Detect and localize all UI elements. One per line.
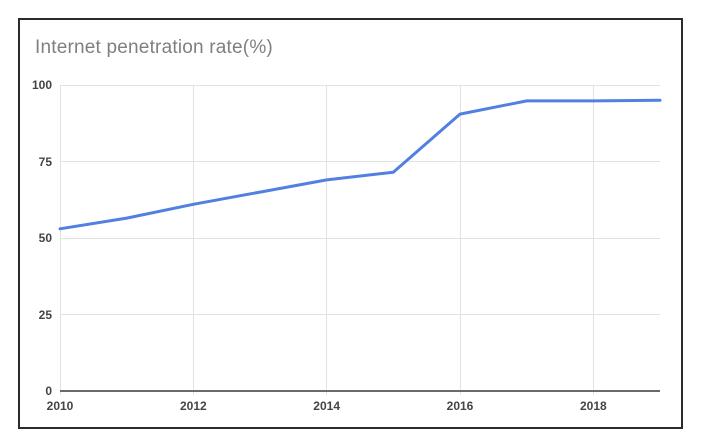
x-tick-label: 2018	[579, 399, 607, 413]
x-tick-label: 2014	[313, 399, 340, 413]
y-tick-label: 100	[31, 78, 52, 92]
h-gridline	[60, 237, 660, 239]
y-tick-label: 25	[38, 307, 52, 322]
v-gridline	[59, 85, 61, 395]
plot-area: 0 25 50 75 100 2010 2012 2014 2016 2018	[20, 20, 681, 427]
line-chart-svg	[58, 98, 662, 231]
x-axis-line	[60, 390, 660, 392]
y-tick-label: 0	[45, 384, 52, 398]
series-line	[58, 98, 662, 231]
x-tick-label: 2010	[46, 399, 74, 413]
chart-card: Internet penetration rate(%) 0 25 50 75 100 2…	[18, 18, 683, 429]
v-gridline	[326, 85, 328, 395]
chart-title: Internet penetration rate(%)	[35, 37, 273, 58]
v-gridline	[192, 85, 194, 395]
v-gridline	[592, 85, 594, 395]
x-tick-label: 2016	[446, 399, 474, 413]
y-tick-label: 50	[38, 231, 52, 245]
h-gridline	[60, 314, 660, 315]
x-tick-label: 2012	[179, 399, 207, 413]
y-tick-label: 75	[38, 154, 52, 169]
h-gridline	[60, 161, 660, 162]
v-gridline	[459, 85, 461, 395]
h-gridline	[60, 84, 660, 86]
